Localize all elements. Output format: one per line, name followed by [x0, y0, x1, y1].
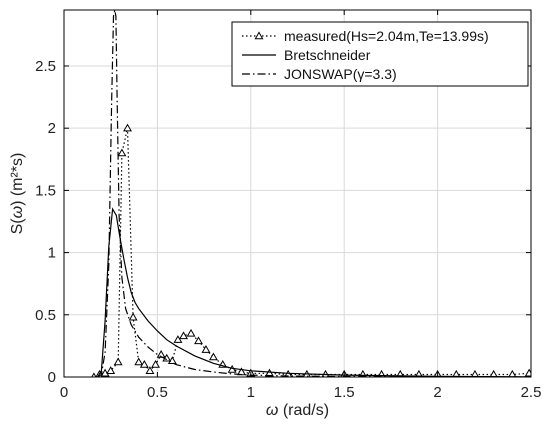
y-axis-label-prefix: S( [9, 218, 26, 235]
data-point-marker [100, 368, 110, 377]
y-tick-label: 1 [48, 245, 56, 262]
legend-marker [254, 31, 264, 40]
data-point-marker [508, 369, 517, 377]
y-tick-label: 0.5 [35, 307, 56, 324]
x-tick-label: 1.5 [334, 384, 355, 401]
legend-label: measured(Hs=2.04m,Te=13.99s) [284, 28, 489, 44]
data-point-marker [123, 123, 132, 132]
series-1 [97, 207, 531, 377]
series-line [97, 207, 531, 377]
data-point-marker [117, 148, 127, 157]
data-point-marker [179, 331, 189, 340]
data-point-marker [208, 352, 218, 361]
y-axis-label-symbol: ω [9, 206, 26, 218]
x-tick-label: 2.5 [521, 384, 542, 401]
data-point-marker [452, 369, 461, 377]
data-point-marker [145, 366, 155, 374]
data-point-marker [173, 335, 183, 343]
data-point-marker [128, 312, 138, 321]
series-line [93, 128, 530, 377]
x-tick-label: 1 [247, 384, 255, 401]
legend: measured(Hs=2.04m,Te=13.99s) Bretschneide… [231, 21, 529, 87]
x-tick-label: 2 [433, 384, 441, 401]
legend-box [231, 21, 529, 87]
y-axis-label: S(ω) (m²*s) [9, 153, 26, 235]
data-point-marker [186, 328, 196, 337]
axis-ticks: 0 0.5 1 1.5 2 2.5 0 0.5 1 1.5 2 2.5 [35, 10, 541, 401]
series-line [97, 10, 531, 377]
data-point-marker [524, 368, 531, 377]
y-tick-label: 2 [48, 120, 56, 137]
data-point-marker [156, 349, 166, 358]
y-tick-label: 0 [48, 369, 56, 386]
legend-label: JONSWAP(γ=3.3) [284, 66, 397, 82]
data-point-marker [201, 345, 211, 353]
data-point-marker [470, 369, 480, 377]
x-tick-label: 0 [60, 384, 68, 401]
data-point-marker [134, 357, 144, 366]
y-tick-label: 2.5 [35, 58, 56, 75]
x-axis-label-symbol: ω [266, 402, 278, 419]
series-layer [91, 10, 531, 377]
series-2 [97, 10, 531, 377]
data-point-marker [139, 359, 149, 368]
x-axis-label: ω (rad/s) [266, 402, 329, 419]
y-tick-label: 1.5 [35, 182, 56, 199]
data-point-marker [414, 369, 423, 377]
y-axis-label-suffix: ) (m²*s) [9, 153, 26, 206]
data-point-marker [162, 353, 172, 362]
data-point-marker [489, 369, 498, 377]
data-point-marker [106, 366, 116, 374]
data-point-marker [194, 336, 203, 345]
data-point-marker [113, 357, 123, 366]
x-tick-label: 0.5 [147, 384, 168, 401]
legend-label: Bretschneider [284, 47, 371, 63]
x-axis-label-unit: (rad/s) [278, 402, 329, 419]
data-point-marker [151, 359, 160, 368]
plot-frame [63, 9, 532, 378]
